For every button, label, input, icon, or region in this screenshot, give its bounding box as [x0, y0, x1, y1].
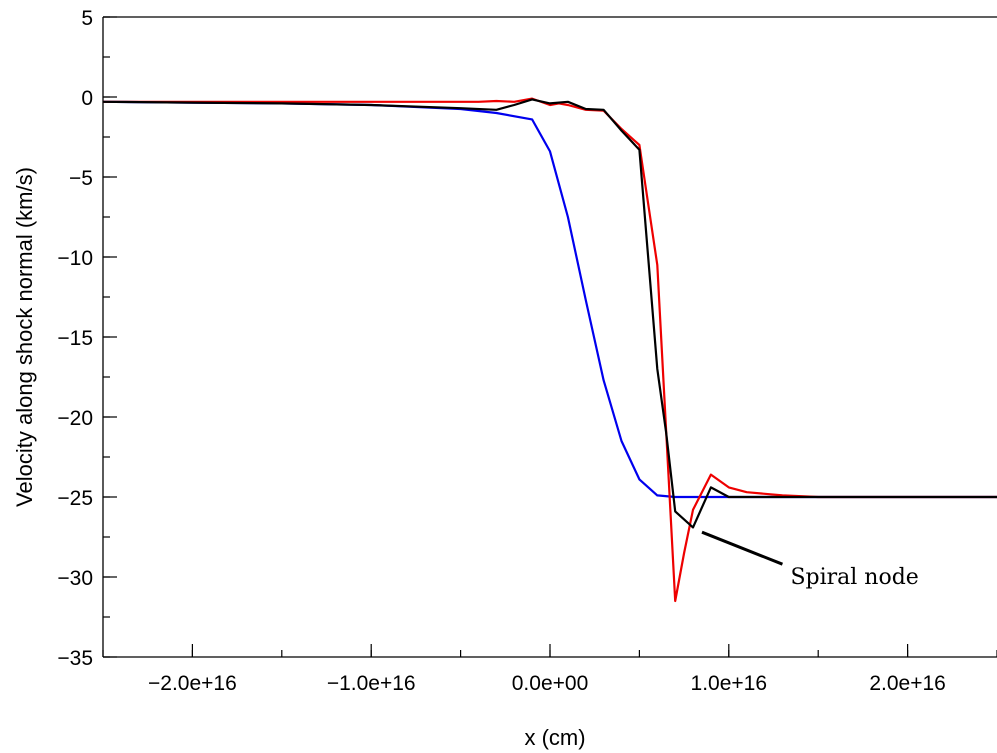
annotation-label: Spiral node — [790, 565, 918, 590]
y-tick-label: −25 — [57, 487, 93, 510]
series-line-1 — [102, 100, 997, 499]
x-tick-label: 2.0e+16 — [869, 672, 946, 695]
y-tick-label: 5 — [81, 7, 93, 30]
annotation-layer: Spiral node — [701, 530, 919, 590]
annotation-pointer — [701, 530, 783, 566]
x-tick-label: −1.0e+16 — [327, 672, 416, 695]
y-tick-label: −15 — [57, 327, 93, 350]
x-tick-label: 1.0e+16 — [691, 672, 768, 695]
y-tick-label: −20 — [57, 407, 93, 430]
x-tick-label: −2.0e+16 — [148, 672, 237, 695]
series-line-3 — [102, 98, 997, 529]
y-tick-label: −35 — [57, 647, 93, 670]
x-axis-title: x (cm) — [524, 725, 585, 750]
y-axis-title: Velocity along shock normal (km/s) — [12, 167, 37, 507]
y-tick-label: −10 — [57, 247, 93, 270]
series-line-2 — [103, 97, 997, 603]
y-tick-label: −30 — [57, 567, 93, 590]
y-tick-label: −5 — [69, 167, 93, 190]
plot-axes: −2.0e+16 −1.0e+16 0.0e+00 1.0e+16 2.0e+16 5 0 −… — [57, 7, 997, 695]
series-layer — [102, 97, 997, 603]
x-tick-label: 0.0e+00 — [512, 672, 589, 695]
y-tick-label: 0 — [81, 87, 93, 110]
